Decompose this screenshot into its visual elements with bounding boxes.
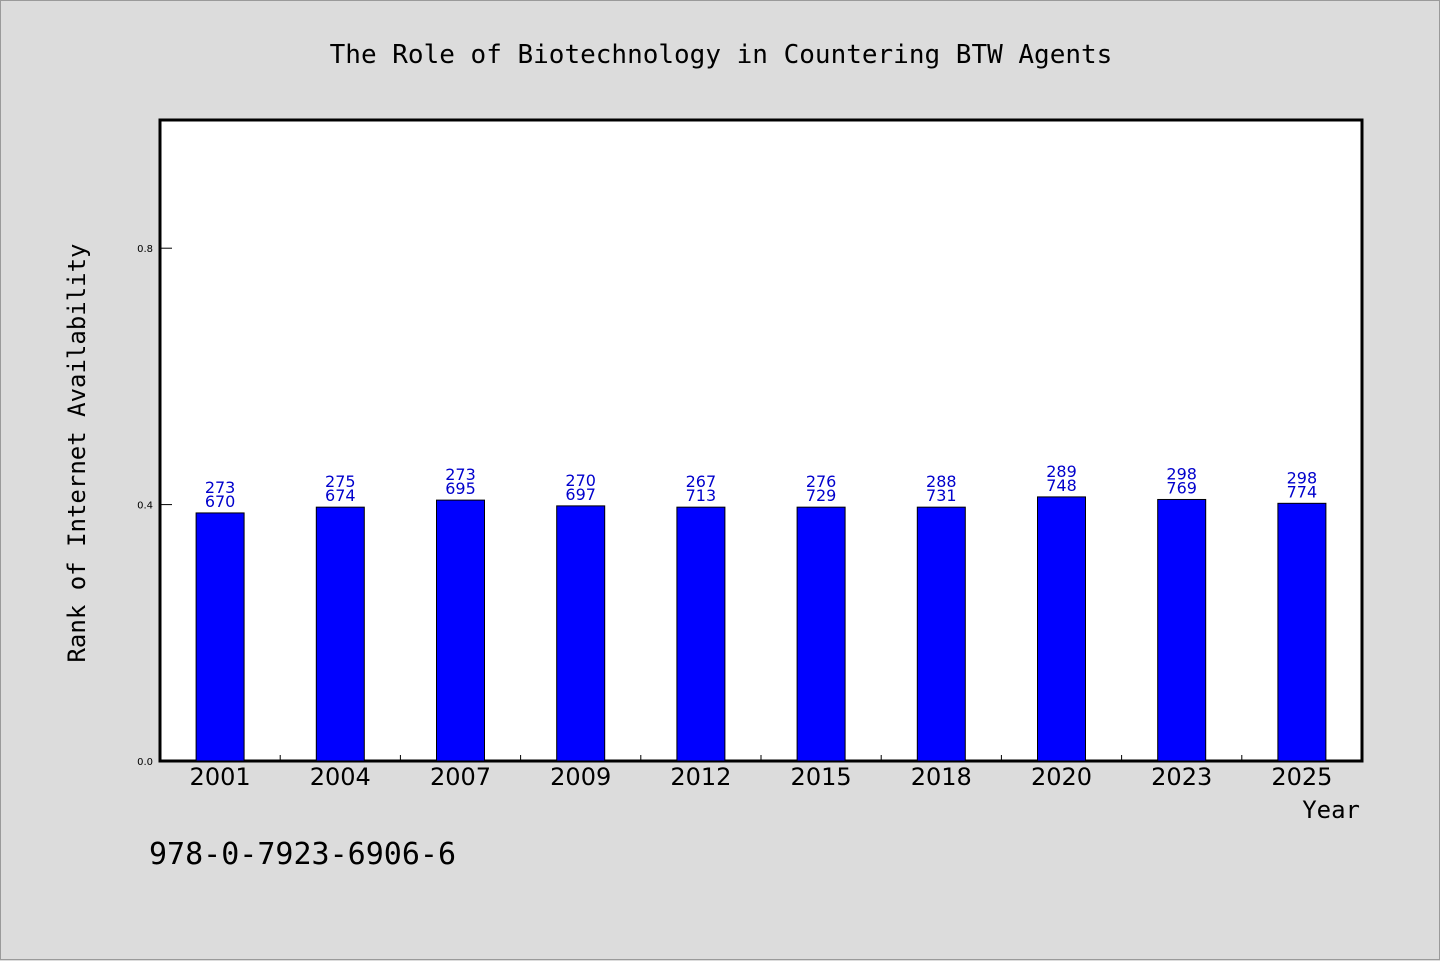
bar-2001	[195, 512, 245, 762]
bar-2015	[796, 506, 846, 762]
bar-2009	[556, 505, 606, 762]
isbn-label: 978-0-7923-6906-6	[149, 837, 456, 872]
data-label-bottom: 729	[806, 486, 837, 505]
x-tick-label: 2025	[1271, 763, 1332, 791]
data-label-top: 288	[926, 472, 957, 491]
bar-2004	[315, 506, 365, 762]
data-label-top: 298	[1287, 468, 1318, 487]
data-label-top: 267	[686, 472, 717, 491]
data-label-top: 289	[1046, 462, 1077, 481]
data-label-bottom: 769	[1166, 478, 1197, 497]
chart-title: The Role of Biotechnology in Countering …	[330, 40, 1113, 70]
x-tick-label: 2023	[1151, 763, 1212, 791]
bars	[195, 496, 1327, 762]
data-label-bottom: 695	[445, 479, 476, 498]
bar-2020	[1037, 496, 1086, 762]
data-label-top: 273	[445, 465, 476, 484]
y-axis-label: Rank of Internet Availability	[63, 243, 91, 662]
x-tick-label: 2009	[550, 763, 611, 791]
data-label-bottom: 774	[1287, 482, 1318, 501]
y-tick-label: 0.8	[137, 244, 153, 255]
data-label-top: 275	[325, 472, 356, 491]
bar-2023	[1157, 498, 1207, 762]
data-label-bottom: 670	[205, 492, 236, 511]
data-label-bottom: 697	[565, 485, 596, 504]
bar-2007	[436, 499, 485, 762]
y-tick-label: 0.0	[137, 757, 153, 768]
y-axis-ticks: 0.0 0.4 0.8	[137, 244, 172, 768]
data-label-top: 270	[565, 471, 596, 490]
bar-2012	[676, 506, 726, 762]
data-label-top: 276	[806, 472, 837, 491]
x-tick-label: 2012	[670, 763, 731, 791]
x-axis-ticks: 2001 2004 2007 2009 2012 2015 2018 2020 2023 2025	[190, 755, 1332, 791]
bar-2025	[1277, 502, 1327, 762]
x-tick-label: 2001	[190, 763, 251, 791]
data-label-bottom: 748	[1046, 476, 1077, 495]
x-axis-label: Year	[1302, 796, 1360, 824]
x-tick-label: 2004	[310, 763, 371, 791]
data-label-top: 298	[1166, 464, 1197, 483]
x-tick-label: 2015	[791, 763, 852, 791]
y-tick-label: 0.4	[137, 501, 153, 512]
x-tick-label: 2020	[1031, 763, 1092, 791]
data-label-top: 273	[205, 478, 236, 497]
x-tick-label: 2018	[911, 763, 972, 791]
bar-2018	[916, 506, 966, 762]
data-label-bottom: 731	[926, 486, 957, 505]
data-label-bottom: 713	[686, 486, 717, 505]
x-tick-label: 2007	[430, 763, 491, 791]
data-label-bottom: 674	[325, 486, 356, 505]
